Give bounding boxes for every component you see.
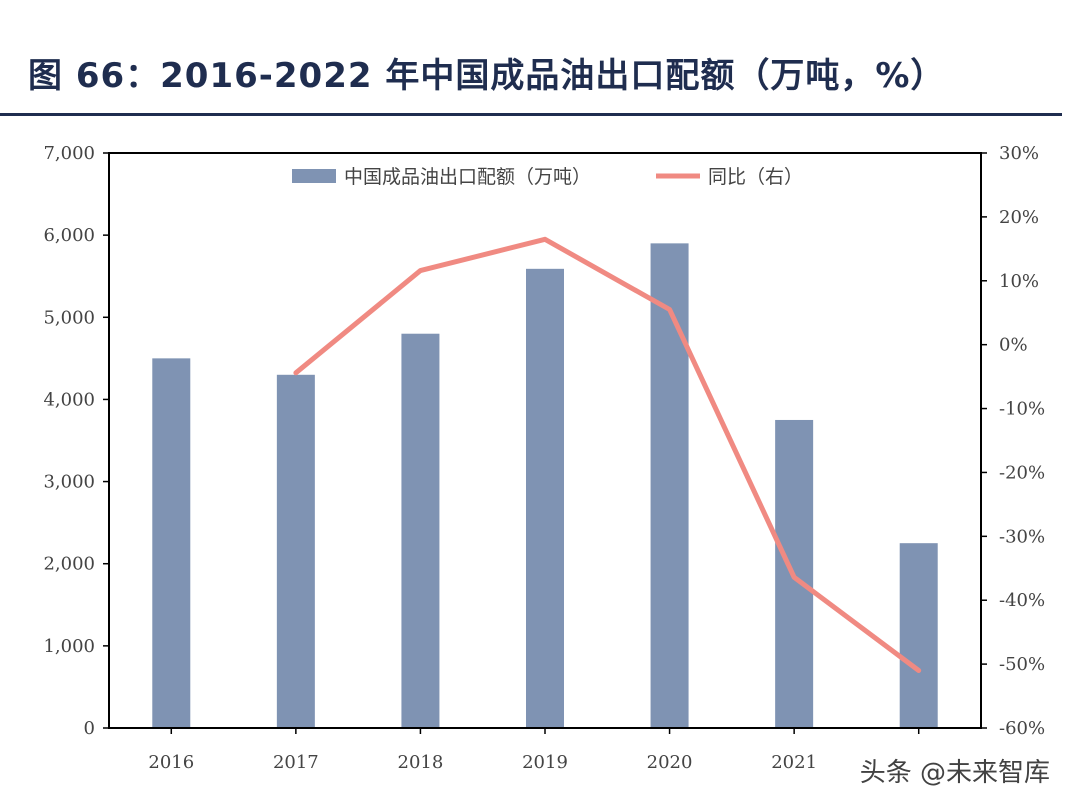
y-tick-label: 4,000 (43, 389, 95, 410)
y2-tick-label: 20% (999, 207, 1039, 228)
x-tick-label: 2017 (273, 752, 319, 773)
y2-tick-label: 0% (999, 335, 1028, 356)
chart-title: 图 66：2016-2022 年中国成品油出口配额（万吨，%） (28, 56, 946, 96)
bar-2022 (899, 543, 938, 728)
bar-2016 (152, 358, 191, 728)
legend-bar-swatch (292, 169, 336, 183)
bar-2019 (526, 268, 564, 728)
legend-line-label: 同比（右） (708, 166, 803, 188)
watermark-text: 头条 @未来智库 (859, 758, 1050, 788)
y-tick-label: 1,000 (43, 636, 95, 657)
yoy-line (293, 236, 922, 673)
y-tick-label: 2,000 (43, 554, 95, 575)
bar-2018 (401, 333, 440, 728)
bar-2020 (650, 243, 689, 728)
y-tick-label: 6,000 (43, 225, 95, 246)
x-tick-label: 2018 (398, 752, 444, 773)
y2-tick-label: 10% (999, 271, 1039, 292)
y2-tick-label: -50% (999, 654, 1045, 675)
chart-legend: 中国成品油出口配额（万吨） 同比（右） (292, 166, 803, 188)
y-tick-label: 5,000 (43, 307, 95, 328)
y2-tick-label: -10% (999, 399, 1045, 420)
chart-axes: 0 1,000 2,000 3,000 4,000 5,000 6,000 7,000 -60%… (43, 143, 1045, 773)
y2-tick-label: -20% (999, 462, 1045, 483)
x-tick-label: 2021 (771, 752, 817, 773)
x-tick-label: 2020 (647, 752, 693, 773)
y-tick-label: 0 (84, 718, 95, 739)
y2-tick-label: 30% (999, 143, 1039, 164)
y2-tick-label: -40% (999, 590, 1045, 611)
x-tick-label: 2019 (522, 752, 568, 773)
y2-tick-label: -60% (999, 718, 1045, 739)
bar-2017 (276, 374, 315, 728)
y-tick-label: 7,000 (43, 143, 95, 164)
y-tick-label: 3,000 (43, 472, 95, 493)
bar-series (152, 243, 938, 728)
legend-bar-label: 中国成品油出口配额（万吨） (344, 166, 591, 188)
x-tick-label: 2016 (148, 752, 194, 773)
y2-tick-label: -30% (999, 526, 1045, 547)
title-divider (0, 113, 1062, 116)
line-series (293, 236, 922, 673)
